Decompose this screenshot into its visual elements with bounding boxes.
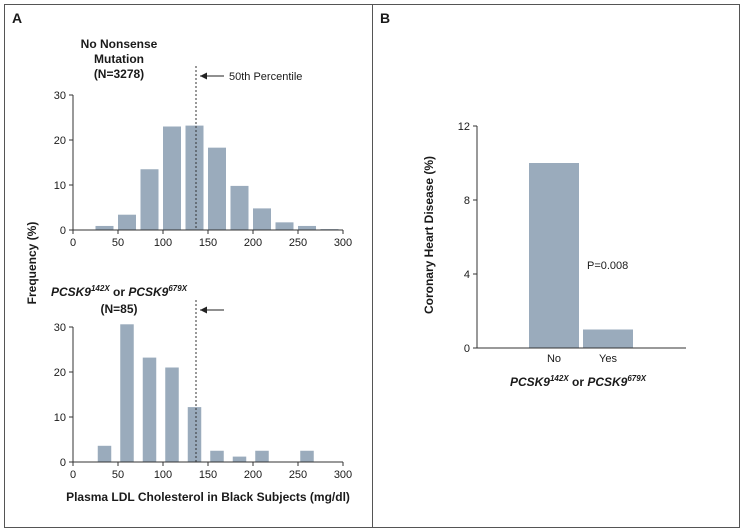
a-bottom-x-tick-label: 250 — [289, 469, 307, 481]
bottom-title-or: or — [110, 285, 129, 299]
b-xlabel-gene1: PCSK9 — [510, 375, 550, 389]
a-bottom-y-tick-label: 30 — [54, 322, 66, 334]
a-top-bar — [140, 169, 159, 230]
top-group-title-line1: No Nonsense — [81, 37, 158, 51]
a-top-bar — [185, 125, 204, 230]
a-top-x-tick-label: 150 — [199, 237, 217, 249]
bottom-title-gene2: PCSK9 — [128, 285, 168, 299]
a-bottom-bar — [142, 357, 157, 462]
bottom-title-sup1: 142X — [91, 284, 110, 293]
a-bottom-x-tick-label: 100 — [154, 469, 172, 481]
panel-b-chart: No Yes 0 4 8 12 — [458, 121, 686, 365]
a-top-y-tick-label: 30 — [54, 90, 66, 102]
bottom-title-gene1: PCSK9 — [51, 285, 91, 299]
p-value-label: P=0.008 — [587, 260, 628, 272]
a-top-y-tick-label: 0 — [60, 225, 66, 237]
a-top-bars — [73, 125, 339, 230]
panel-b-ylabel: Coronary Heart Disease (%) — [422, 156, 436, 314]
a-top-y-tick-label: 20 — [54, 135, 66, 147]
panel-a-bottom-chart: 0 50 100 150 200 250 300 0 10 20 30 — [54, 322, 352, 481]
a-top-bar — [163, 126, 181, 230]
a-top-x-tick-label: 0 — [70, 237, 76, 249]
b-axes: No Yes 0 4 8 12 — [458, 121, 686, 365]
a-top-axes: 0 50 100 150 200 250 300 0 10 20 30 — [54, 90, 352, 249]
b-xlabel-gene2: PCSK9 — [587, 375, 627, 389]
panel-a-xlabel: Plasma LDL Cholesterol in Black Subjects… — [66, 490, 350, 504]
bottom-group-title: PCSK9142X or PCSK9679X — [51, 284, 188, 299]
a-bottom-x-tick-label: 300 — [334, 469, 352, 481]
panel-b-frame — [372, 4, 740, 528]
a-top-bar — [230, 185, 249, 230]
b-xlabel-sup1: 142X — [550, 374, 569, 383]
percentile-label: 50th Percentile — [229, 71, 302, 83]
a-bottom-y-tick-label: 10 — [54, 412, 66, 424]
top-group-title-line3: (N=3278) — [94, 67, 144, 81]
a-bottom-bar — [165, 367, 179, 462]
percentile-arrow-bottom — [200, 306, 224, 314]
b-bars — [529, 163, 633, 348]
top-group-title-line2: Mutation — [94, 52, 144, 66]
panel-b-xlabel: PCSK9142X or PCSK9679X — [510, 374, 647, 389]
b-y-tick-label: 8 — [464, 195, 470, 207]
bottom-group-n: (N=85) — [100, 302, 137, 316]
bottom-title-sup2: 679X — [168, 284, 187, 293]
a-bottom-axes: 0 50 100 150 200 250 300 0 10 20 30 — [54, 322, 352, 481]
a-top-bar — [118, 214, 136, 230]
b-y-tick-label: 4 — [464, 269, 470, 281]
a-top-bar — [208, 147, 226, 230]
a-bottom-bar — [300, 450, 314, 462]
b-bar-no — [529, 163, 579, 348]
b-y-tick-label: 0 — [464, 343, 470, 355]
b-xlabel-sup2: 679X — [627, 374, 646, 383]
a-bottom-x-tick-label: 150 — [199, 469, 217, 481]
a-top-bar — [298, 225, 316, 230]
b-x-tick-label: Yes — [599, 353, 617, 365]
a-top-y-tick-label: 10 — [54, 180, 66, 192]
a-bottom-bar — [97, 445, 112, 462]
a-bottom-bar — [255, 450, 269, 462]
a-top-bar — [253, 208, 271, 230]
a-bottom-x-tick-label: 200 — [244, 469, 262, 481]
percentile-arrow-top — [200, 72, 224, 80]
panel-a-top-chart: 0 50 100 150 200 250 300 0 10 20 30 — [54, 90, 352, 249]
panel-a-letter: A — [12, 10, 22, 26]
b-xlabel-or: or — [569, 375, 588, 389]
a-bottom-x-tick-label: 50 — [112, 469, 124, 481]
a-top-x-tick-label: 200 — [244, 237, 262, 249]
a-top-x-tick-label: 250 — [289, 237, 307, 249]
a-top-x-tick-label: 50 — [112, 237, 124, 249]
a-bottom-bar — [232, 456, 247, 462]
a-bottom-bar — [187, 407, 202, 462]
b-y-tick-label: 12 — [458, 121, 470, 133]
a-top-x-tick-label: 100 — [154, 237, 172, 249]
a-top-x-tick-label: 300 — [334, 237, 352, 249]
a-top-bar — [275, 222, 294, 230]
a-top-bar — [95, 225, 114, 230]
a-bottom-x-tick-label: 0 — [70, 469, 76, 481]
b-x-tick-label: No — [547, 353, 561, 365]
a-bottom-y-tick-label: 20 — [54, 367, 66, 379]
a-bottom-bar — [120, 324, 134, 462]
a-bottom-y-tick-label: 0 — [60, 457, 66, 469]
panel-b-letter: B — [380, 10, 390, 26]
a-bottom-bar — [210, 450, 224, 462]
b-bar-yes — [583, 329, 633, 348]
panel-a-ylabel: Frequency (%) — [25, 222, 39, 305]
a-bottom-bars — [97, 324, 314, 462]
